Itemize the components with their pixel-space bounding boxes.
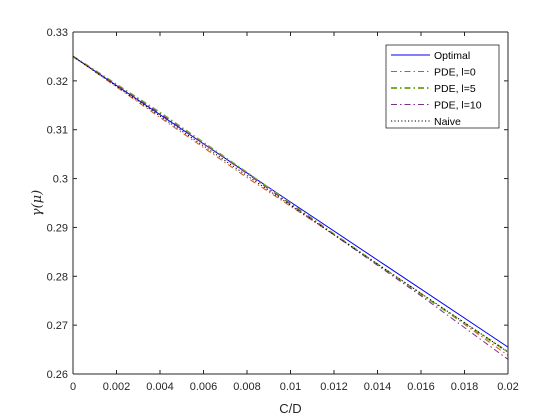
x-tick-label: 0.018 <box>451 381 479 393</box>
x-ticks: 0 0.002 0.004 0.006 0.008 0.01 0.012 0.014 0.016… <box>70 32 519 393</box>
y-tick-label: 0.28 <box>47 271 68 283</box>
series-layer <box>72 55 509 360</box>
series-line-optimal <box>72 56 509 348</box>
x-axis-label: C/D <box>279 401 301 416</box>
y-tick-label: 0.26 <box>47 369 68 381</box>
legend-label: PDE, l=5 <box>434 83 476 95</box>
x-tick-label: 0.002 <box>103 381 131 393</box>
y-tick-label: 0.32 <box>47 76 68 88</box>
legend-label: PDE, l=0 <box>434 67 476 79</box>
legend: Optimal PDE, l=0 PDE, l=5 PDE, l=10 Naive <box>385 44 500 129</box>
x-tick-label: 0.008 <box>233 381 261 393</box>
y-tick-label: 0.31 <box>47 125 68 137</box>
series-line-pde-l-5 <box>72 55 509 353</box>
legend-box <box>385 44 500 129</box>
y-ticks: 0.26 0.27 0.28 0.29 0.3 0.31 0.32 0.33 <box>47 27 508 381</box>
legend-label: PDE, l=10 <box>434 100 482 112</box>
y-axis-label: γ(μ) <box>30 190 45 216</box>
x-tick-label: 0.006 <box>190 381 218 393</box>
legend-label: Optimal <box>434 50 470 62</box>
y-tick-label: 0.3 <box>53 174 68 186</box>
y-tick-label: 0.33 <box>47 27 68 39</box>
legend-label: Naive <box>434 116 461 128</box>
y-tick-label: 0.29 <box>47 222 68 234</box>
x-tick-label: 0.012 <box>320 381 348 393</box>
y-tick-label: 0.27 <box>47 320 68 332</box>
x-tick-label: 0 <box>70 381 76 393</box>
x-tick-label: 0.016 <box>407 381 435 393</box>
x-tick-label: 0.02 <box>497 381 518 393</box>
x-tick-label: 0.01 <box>280 381 301 393</box>
series-line-pde-l-10 <box>72 56 509 360</box>
x-tick-label: 0.004 <box>146 381 174 393</box>
x-tick-label: 0.014 <box>364 381 392 393</box>
